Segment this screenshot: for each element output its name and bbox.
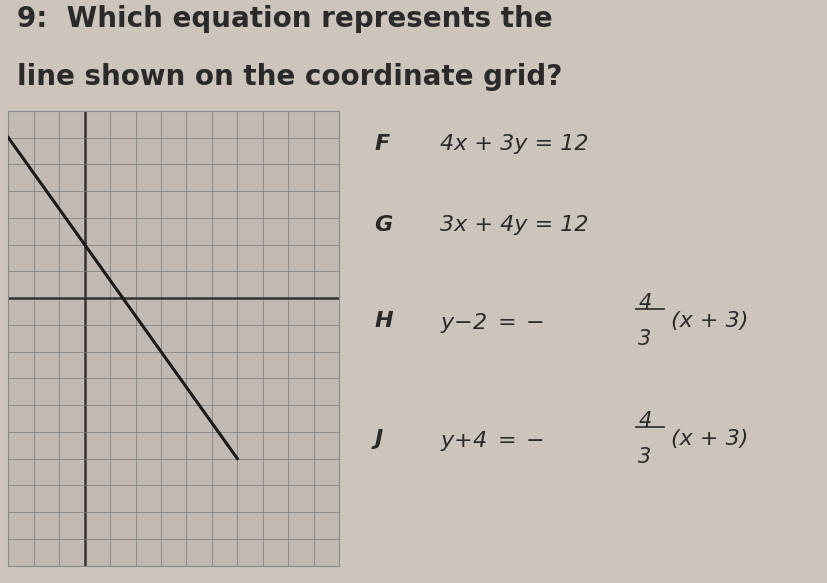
Text: (x + 3): (x + 3) [672,311,748,331]
Text: 4x + 3y = 12: 4x + 3y = 12 [441,134,589,153]
Text: 4: 4 [638,411,652,431]
Text: 3x + 4y = 12: 3x + 4y = 12 [441,215,589,236]
Text: J: J [375,429,383,449]
Text: 3: 3 [638,329,652,349]
Text: (x + 3): (x + 3) [672,429,748,449]
Text: H: H [375,311,393,331]
Text: 4: 4 [638,293,652,312]
Text: y$+$4 $= -$: y$+$4 $= -$ [441,429,544,453]
Text: line shown on the coordinate grid?: line shown on the coordinate grid? [17,63,562,91]
Text: y$-$2 $= -$: y$-$2 $= -$ [441,311,544,335]
Text: 3: 3 [638,447,652,468]
Text: G: G [375,215,393,236]
Text: F: F [375,134,390,153]
Text: 9:  Which equation represents the: 9: Which equation represents the [17,5,552,33]
